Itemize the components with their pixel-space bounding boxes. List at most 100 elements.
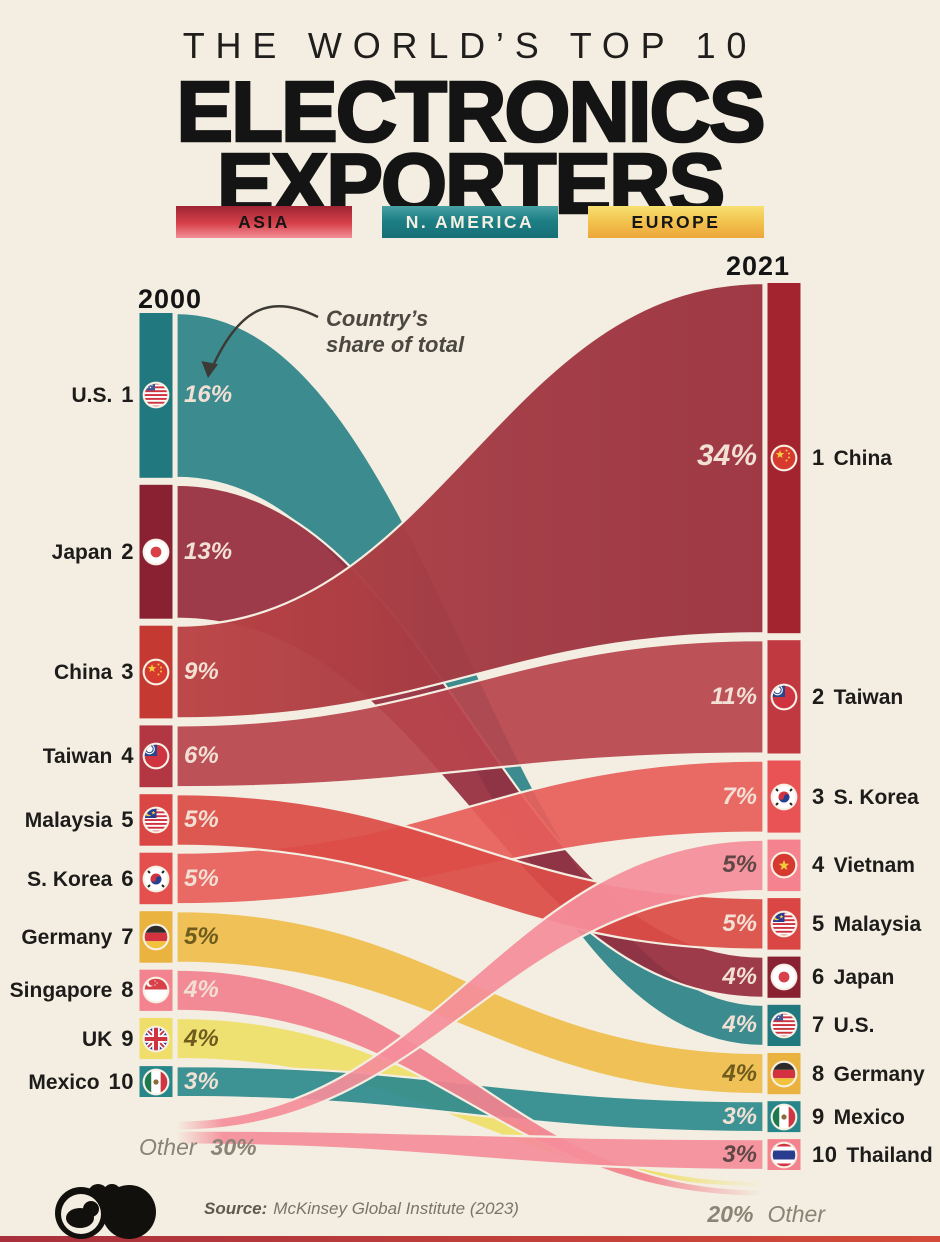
share-right-thailand: 3% xyxy=(722,1140,757,1168)
rank-number: 7 xyxy=(812,1012,825,1038)
rank-number: 3 xyxy=(121,659,134,685)
rank-number: 4 xyxy=(812,852,825,878)
left-row-malaysia: Malaysia 5 xyxy=(0,806,134,834)
flag-taiwan-icon-right xyxy=(770,683,798,711)
country-name: Taiwan xyxy=(42,745,113,769)
share-left-germany: 5% xyxy=(184,923,219,950)
other-left-label: Other 30% xyxy=(139,1134,257,1160)
other-right-label: 20% Other xyxy=(707,1201,825,1227)
right-row-malaysia: 5 Malaysia xyxy=(812,910,921,938)
flag-singapore-icon-left xyxy=(142,976,170,1004)
share-left-skorea: 5% xyxy=(184,864,219,892)
flag-us-icon-right xyxy=(770,1011,798,1039)
left-row-china: China 3 xyxy=(0,658,134,686)
country-name: Mexico xyxy=(28,1070,100,1094)
share-right-malaysia: 5% xyxy=(722,909,757,937)
country-name: Singapore xyxy=(9,979,113,1003)
right-row-mexico: 9 Mexico xyxy=(812,1103,905,1131)
left-row-germany: Germany 7 xyxy=(0,923,134,951)
country-name: Thailand xyxy=(846,1143,933,1167)
share-right-vietnam: 5% xyxy=(722,851,757,879)
year-label-2000: 2000 xyxy=(138,284,203,314)
rank-number: 10 xyxy=(812,1141,838,1167)
share-right-japan: 4% xyxy=(722,963,757,991)
flag-japan-icon-right xyxy=(770,963,798,991)
left-row-uk: UK 9 xyxy=(0,1025,134,1053)
annotation-arrowhead-icon xyxy=(201,361,218,378)
flag-mexico-icon-right xyxy=(770,1103,798,1131)
rank-number: 7 xyxy=(121,924,134,949)
flow-china xyxy=(175,281,765,720)
flag-china-icon-left xyxy=(142,658,170,686)
rank-number: 2 xyxy=(121,538,134,564)
share-left-uk: 4% xyxy=(184,1024,219,1052)
flag-germany-icon-right xyxy=(770,1060,798,1088)
country-name: S. Korea xyxy=(833,785,919,809)
flag-japan-icon-left xyxy=(142,538,170,566)
share-left-taiwan: 6% xyxy=(184,742,219,770)
right-row-us: 7 U.S. xyxy=(812,1011,874,1039)
left-row-skorea: S. Korea 6 xyxy=(0,865,134,893)
rank-number: 10 xyxy=(108,1068,134,1094)
right-row-japan: 6 Japan xyxy=(812,963,894,991)
country-name: Japan xyxy=(51,540,113,564)
left-row-us: U.S. 1 xyxy=(0,381,134,409)
flow-thailand xyxy=(175,1129,765,1172)
rank-number: 9 xyxy=(121,1025,134,1051)
share-left-singapore: 4% xyxy=(184,976,219,1004)
rank-number: 5 xyxy=(812,910,825,936)
legend-badge-europe: EUROPE xyxy=(588,206,764,238)
voronoi-logo-icon xyxy=(55,1184,156,1239)
flag-thailand-icon-right xyxy=(770,1141,798,1169)
country-name: Germany xyxy=(21,926,113,949)
right-row-thailand: 10 Thailand xyxy=(812,1141,933,1169)
annotation-arrow xyxy=(210,304,319,369)
share-left-mexico: 3% xyxy=(184,1067,219,1095)
flow-singapore xyxy=(175,968,765,1198)
country-name: China xyxy=(833,447,892,471)
rank-number: 3 xyxy=(812,783,825,809)
left-row-singapore: Singapore 8 xyxy=(0,976,134,1004)
share-right-germany: 4% xyxy=(722,1059,757,1087)
legend-badge-asia: ASIA xyxy=(176,206,352,238)
share-right-taiwan: 11% xyxy=(710,682,757,710)
country-name: UK xyxy=(82,1027,113,1051)
share-right-china: 34% xyxy=(696,439,757,473)
rank-number: 9 xyxy=(812,1103,825,1129)
share-left-japan: 13% xyxy=(184,537,233,565)
country-name: China xyxy=(54,661,113,685)
share-left-us: 16% xyxy=(184,381,233,409)
country-name: Japan xyxy=(833,966,895,990)
rank-number: 1 xyxy=(812,445,825,471)
rank-number: 5 xyxy=(121,807,134,832)
flow-taiwan xyxy=(175,639,765,789)
main-title-line1: ELECTRONICS xyxy=(175,65,767,160)
rank-number: 2 xyxy=(812,683,825,709)
left-row-taiwan: Taiwan 4 xyxy=(0,742,134,770)
share-right-skorea: 7% xyxy=(722,782,757,810)
country-name: Vietnam xyxy=(833,854,915,878)
legend-badge-n-america: N. AMERICA xyxy=(382,206,558,238)
source-line: Source: McKinsey Global Institute (2023) xyxy=(204,1199,519,1218)
other-right-share: 20% xyxy=(707,1201,754,1227)
flag-germany-icon-left xyxy=(142,923,170,951)
country-name: U.S. xyxy=(71,384,113,408)
country-name: Malaysia xyxy=(24,809,113,832)
share-right-mexico: 3% xyxy=(722,1102,757,1130)
flag-us-icon-left xyxy=(142,381,170,409)
flag-vietnam-icon-right xyxy=(770,851,798,879)
rank-number: 8 xyxy=(812,1060,825,1086)
left-row-japan: Japan 2 xyxy=(0,538,134,566)
flag-skorea-icon-right xyxy=(770,783,798,811)
right-row-china: 1 China xyxy=(812,444,892,472)
flag-taiwan-icon-left xyxy=(142,742,170,770)
voronoi-logo xyxy=(50,1182,162,1240)
right-row-vietnam: 4 Vietnam xyxy=(812,851,915,879)
rank-number: 6 xyxy=(812,964,825,990)
flag-mexico-icon-left xyxy=(142,1068,170,1096)
country-name: Taiwan xyxy=(833,685,904,709)
right-row-germany: 8 Germany xyxy=(812,1060,925,1088)
rank-number: 1 xyxy=(121,382,134,408)
country-name: Mexico xyxy=(833,1105,905,1129)
